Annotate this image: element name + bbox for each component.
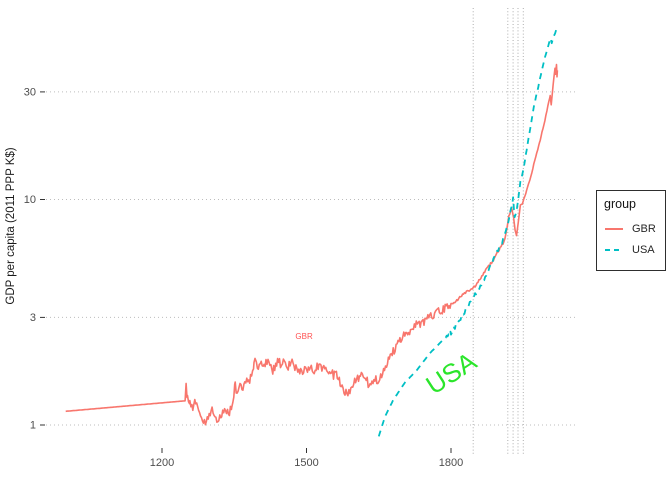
x-tick-label-1500: 1500 xyxy=(294,457,318,469)
series-line-gbr xyxy=(65,63,559,426)
legend-entry-label: GBR xyxy=(632,222,656,235)
x-tick-label-1200: 1200 xyxy=(150,457,174,469)
gridlines xyxy=(46,91,577,426)
y-tick-label-1: 1 xyxy=(30,420,36,432)
legend-key-line-gbr xyxy=(605,227,623,230)
x-tick-label-1800: 1800 xyxy=(439,457,463,469)
y-tick-label-10: 10 xyxy=(24,194,36,206)
series-line-usa xyxy=(377,28,558,437)
legend-entry-label: USA xyxy=(632,243,655,256)
annotation-gbr-label: GBR xyxy=(295,332,313,341)
legend-entry-gbr: GBR xyxy=(604,218,665,239)
legend-key-line-usa xyxy=(605,248,623,251)
event-vlines xyxy=(472,8,524,455)
legend: group GBR USA xyxy=(596,190,666,271)
series-lines xyxy=(65,28,559,437)
legend-title: group xyxy=(604,197,636,211)
y-axis-title: GDP per capita (2011 PPP K$) xyxy=(5,147,17,304)
legend-entry-usa: USA xyxy=(604,239,665,260)
legend-entries: GBR USA xyxy=(604,218,665,260)
y-tick-label-30: 30 xyxy=(24,86,36,98)
y-tick-label-3: 3 xyxy=(30,312,36,324)
axes: 1 3 10 30 1200 1500 1800 xyxy=(24,86,463,469)
